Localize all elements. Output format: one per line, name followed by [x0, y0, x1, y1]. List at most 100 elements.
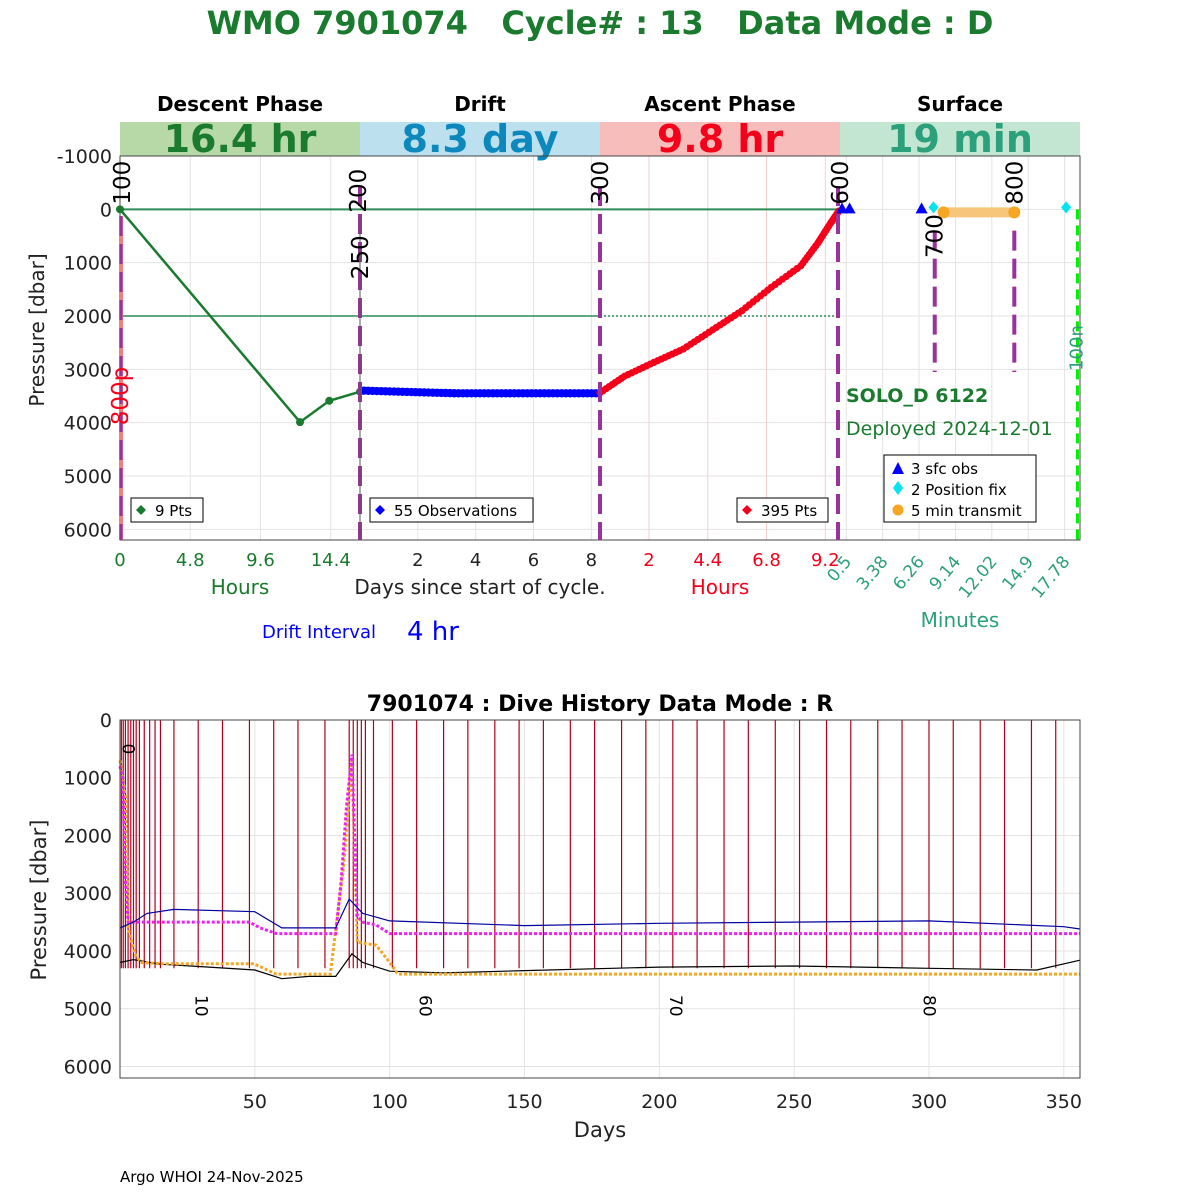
cycle-label: 60 [414, 995, 434, 1017]
history-plot-area [120, 720, 1080, 1078]
y-tick-label: 3000 [64, 359, 112, 381]
page-title: WMO 7901074 Cycle# : 13 Data Mode : D [207, 4, 994, 42]
history-series-profile [118, 760, 1080, 976]
history-y-tick-label: 3000 [64, 883, 112, 905]
x-tick-label: 2 [643, 550, 654, 571]
history-x-tick-label: 350 [1046, 1091, 1082, 1113]
legend-position-fix-text: 2 Position fix [911, 481, 1007, 499]
phase-title-ascent: Ascent Phase [644, 92, 795, 116]
legend-ascent-swatch [742, 505, 752, 515]
annotation-label: 800p [108, 367, 134, 426]
descent-point [116, 205, 124, 214]
legend-drift-swatch [375, 505, 385, 515]
descent-point [296, 418, 304, 427]
transmit-point [1008, 206, 1021, 219]
x-unit-descent: Hours [211, 575, 270, 599]
legend-drift-text: 55 Observations [394, 502, 517, 520]
history-plot-frame [119, 719, 1081, 1079]
x-axis-label: Days since start of cycle. [354, 575, 605, 599]
position-fix-marker [1061, 201, 1072, 214]
legend-ascent-box [736, 497, 829, 523]
phase-band-ascent [600, 122, 840, 156]
sfc-obs-marker [915, 202, 928, 214]
x-unit-surface: Minutes [921, 608, 1000, 632]
x-tick-label: 4 [470, 550, 481, 571]
legend-drift-box [369, 497, 534, 523]
history-x-tick-label: 300 [911, 1091, 947, 1113]
phase-title-drift: Drift [454, 92, 506, 116]
drift-interval-label: Drift Interval [262, 622, 376, 643]
annotation-label: 300 [588, 161, 614, 205]
legend-transmit-swatch [892, 504, 904, 516]
annotation-label: 600 [828, 161, 854, 205]
cycle-label: 70 [665, 995, 685, 1017]
phase-duration-descent: 16.4 hr [164, 117, 317, 161]
x-tick-label: 8 [586, 550, 597, 571]
x-tick-label: 0 [114, 550, 125, 571]
history-x-tick-label: 100 [372, 1091, 408, 1113]
history-y-tick-label: 4000 [64, 941, 112, 963]
sfc-obs-marker [836, 202, 848, 214]
x-unit-ascent: Hours [691, 575, 750, 599]
position-fix-marker [928, 201, 939, 214]
history-x-tick-label: 50 [243, 1091, 267, 1113]
x-tick-label: 4.8 [176, 550, 205, 571]
history-y-tick-label: 0 [100, 710, 112, 732]
descent-line [119, 208, 361, 424]
annotation-label: 700 [923, 214, 949, 258]
cycle-label: 0 [118, 743, 138, 754]
legend-position-fix-swatch [893, 481, 903, 495]
annotation-label: 100 [110, 161, 136, 205]
annotation-label: 800 [1002, 161, 1028, 205]
footer-credit: Argo WHOI 24-Nov-2025 [120, 1168, 304, 1186]
y-tick-label: 6000 [64, 519, 112, 541]
y-tick-label: 5000 [64, 466, 112, 488]
x-tick-label: 12.02 [955, 552, 1002, 602]
x-tick-label: 6 [528, 550, 539, 571]
phase-title-descent: Descent Phase [157, 92, 323, 116]
phase-duration-surface: 19 min [887, 117, 1033, 161]
history-x-axis-label: Days [574, 1118, 626, 1142]
deployed-date: Deployed 2024-12-01 [846, 418, 1053, 440]
legend-descent-swatch [136, 505, 146, 515]
phase-band-drift [360, 122, 600, 156]
history-x-tick-label: 200 [641, 1091, 677, 1113]
x-tick-label: 14.4 [311, 550, 351, 571]
float-name: SOLO_D 6122 [846, 385, 988, 407]
history-series-park [118, 754, 1080, 936]
history-y-axis-label: Pressure [dbar] [27, 820, 51, 981]
history-y-tick-label: 1000 [64, 768, 112, 790]
annotation-label: 250 [348, 235, 374, 279]
legend-ascent-text: 395 Pts [761, 502, 817, 520]
sfc-obs-marker [843, 202, 856, 214]
legend-surface-box [883, 454, 1037, 523]
x-tick-label: 2 [412, 550, 423, 571]
legend-sfc-obs-swatch [892, 462, 904, 474]
annotation-label: 100n [1066, 325, 1087, 371]
history-series-bottom [119, 953, 1081, 980]
x-tick-label: 9.6 [246, 550, 275, 571]
phase-band-surface [840, 122, 1080, 156]
y-tick-label: 1000 [64, 253, 112, 275]
history-series-drift [119, 897, 1081, 930]
x-tick-label: 17.78 [1028, 552, 1075, 602]
phase-duration-ascent: 9.8 hr [657, 117, 784, 161]
y-tick-label: 4000 [64, 413, 112, 435]
y-axis-label: Pressure [dbar] [25, 253, 49, 406]
legend-sfc-obs-text: 3 sfc obs [911, 460, 978, 478]
phase-title-surface: Surface [917, 92, 1003, 116]
legend-descent-text: 9 Pts [155, 502, 192, 520]
legend-transmit-text: 5 min transmit [911, 502, 1022, 520]
y-tick-label: 0 [100, 199, 112, 221]
y-tick-label: -1000 [57, 146, 112, 168]
x-tick-label: 9.2 [811, 550, 840, 571]
drift-interval-value: 4 hr [407, 617, 459, 647]
history-y-tick-label: 5000 [64, 999, 112, 1021]
phase-band-descent [120, 122, 360, 156]
phase-duration-drift: 8.3 day [402, 117, 559, 161]
x-tick-label: 4.4 [693, 550, 722, 571]
x-tick-label: 6.26 [889, 552, 929, 594]
y-tick-label: 2000 [64, 306, 112, 328]
